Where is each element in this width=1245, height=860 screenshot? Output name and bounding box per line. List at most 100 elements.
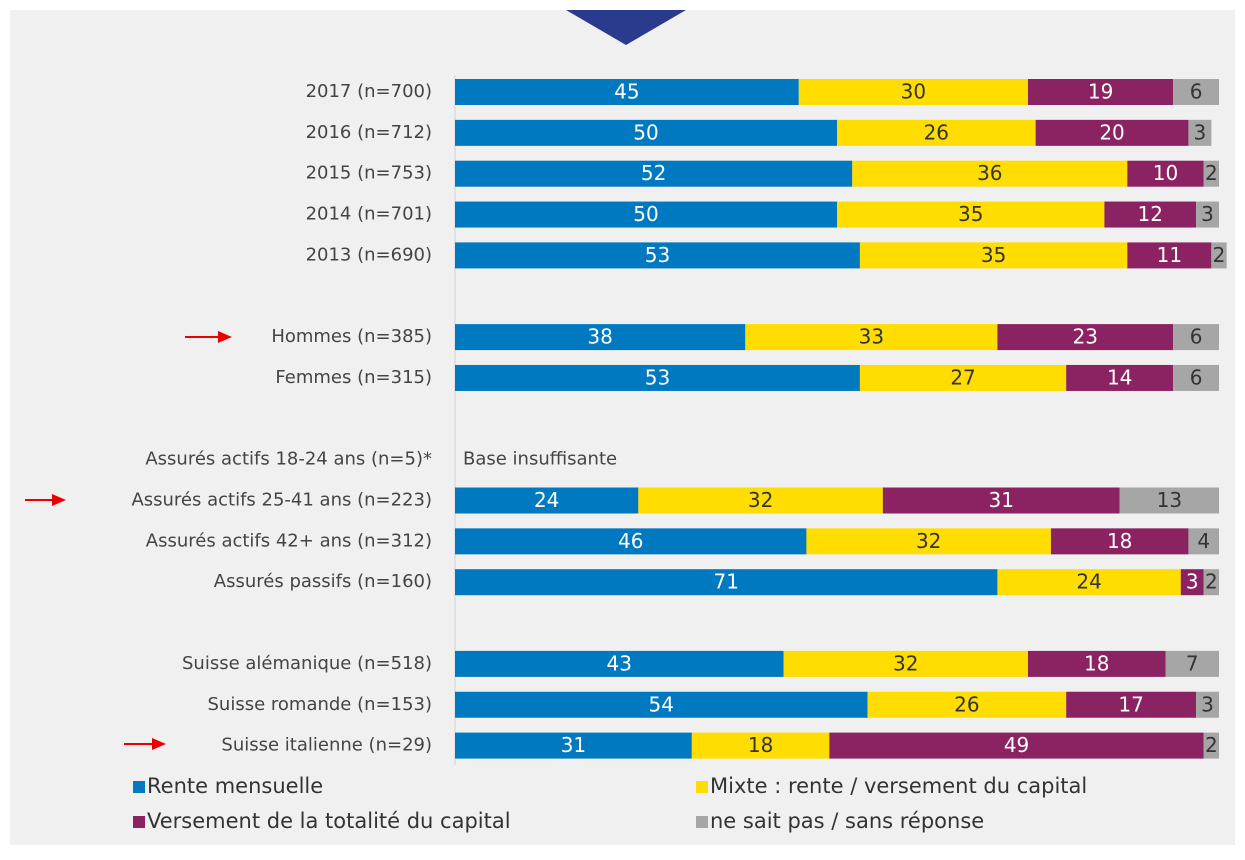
value-label: 32 xyxy=(916,529,941,553)
value-label: 6 xyxy=(1190,365,1203,389)
bar-segment xyxy=(455,242,860,269)
bar-segment xyxy=(1127,160,1204,187)
value-label: 36 xyxy=(977,161,1002,185)
category-label: Femmes (n=315) xyxy=(275,367,432,388)
value-label: 17 xyxy=(1118,692,1143,716)
value-label: 54 xyxy=(649,692,674,716)
value-label: 35 xyxy=(981,243,1006,267)
bar-segment xyxy=(455,201,837,228)
legend-swatch xyxy=(696,816,708,828)
value-label: 49 xyxy=(1004,733,1029,757)
value-label: 31 xyxy=(989,488,1014,512)
value-label: 53 xyxy=(645,243,670,267)
category-label: Suisse alémanique (n=518) xyxy=(182,653,432,674)
value-label: 18 xyxy=(1084,651,1109,675)
bar-segment xyxy=(455,324,746,351)
bar-segment xyxy=(1188,528,1219,555)
pointer-triangle xyxy=(566,10,686,45)
bar-segment xyxy=(455,364,860,391)
value-label: 19 xyxy=(1088,80,1113,104)
bar-segment xyxy=(852,160,1128,187)
bar-segment xyxy=(1203,732,1219,759)
value-label: 13 xyxy=(1157,488,1182,512)
bar-segment xyxy=(859,242,1128,269)
bar-segment xyxy=(1050,528,1189,555)
legend-label: Versement de la totalité du capital xyxy=(147,809,511,833)
bar-segment xyxy=(455,528,807,555)
value-label: 23 xyxy=(1073,325,1098,349)
value-label: 46 xyxy=(618,529,643,553)
value-label: 11 xyxy=(1157,243,1182,267)
category-label: Assurés passifs (n=160) xyxy=(214,571,432,592)
category-label: 2017 (n=700) xyxy=(306,81,432,102)
bar-segment xyxy=(1180,569,1204,596)
category-label: 2015 (n=753) xyxy=(306,163,432,184)
legend-label: Mixte : rente / versement du capital xyxy=(710,774,1087,798)
bar-segment xyxy=(455,569,998,596)
value-label: 26 xyxy=(954,692,979,716)
bar-segment xyxy=(1035,119,1189,146)
bar-segment xyxy=(1066,691,1197,718)
value-label: 38 xyxy=(587,325,612,349)
value-label: 20 xyxy=(1099,120,1124,144)
value-label: 3 xyxy=(1201,202,1214,226)
value-label: 31 xyxy=(561,733,586,757)
value-label: 27 xyxy=(950,365,975,389)
category-label: Assurés actifs 18-24 ans (n=5)* xyxy=(145,449,432,470)
bar-segment xyxy=(455,487,639,514)
value-label: 10 xyxy=(1153,161,1178,185)
bar-segment xyxy=(1028,79,1174,105)
bar-segment xyxy=(1188,119,1212,146)
bar-segment xyxy=(1119,487,1219,514)
bar-segment xyxy=(1104,201,1197,228)
value-label: 3 xyxy=(1201,692,1214,716)
legend-swatch xyxy=(696,781,708,793)
legend-swatch xyxy=(133,816,145,828)
bar-segment xyxy=(455,691,868,718)
bar-segment xyxy=(997,569,1181,596)
bar-segment xyxy=(455,732,692,759)
value-label: 6 xyxy=(1190,80,1203,104)
value-label: 2 xyxy=(1213,243,1226,267)
value-label: 50 xyxy=(633,120,658,144)
value-label: 24 xyxy=(1076,570,1101,594)
value-label: 2 xyxy=(1205,570,1218,594)
category-label: 2014 (n=701) xyxy=(306,204,432,225)
value-label: 30 xyxy=(901,80,926,104)
value-label: 7 xyxy=(1186,651,1199,675)
value-label: 4 xyxy=(1197,529,1210,553)
legend-swatch xyxy=(133,781,145,793)
bar-segment xyxy=(455,160,853,187)
bar-segment xyxy=(997,324,1174,351)
legend-label: ne sait pas / sans réponse xyxy=(710,809,984,833)
arrow xyxy=(25,494,66,506)
bar-segment xyxy=(837,201,1105,228)
legend-label: Rente mensuelle xyxy=(147,774,323,798)
bar-segment xyxy=(798,79,1028,105)
value-label: 2 xyxy=(1205,733,1218,757)
value-label: 24 xyxy=(534,488,559,512)
bar-segment xyxy=(829,732,1204,759)
bar-segment xyxy=(806,528,1051,555)
bar-segment xyxy=(837,119,1036,146)
value-label: 32 xyxy=(748,488,773,512)
value-label: 12 xyxy=(1138,202,1163,226)
value-label: 71 xyxy=(713,570,738,594)
value-label: 52 xyxy=(641,161,666,185)
bar-segment xyxy=(1203,569,1219,596)
bar-segment xyxy=(1211,242,1227,269)
value-label: 3 xyxy=(1186,570,1199,594)
value-label: 3 xyxy=(1194,120,1207,144)
bar-segment xyxy=(867,691,1067,718)
bar-segment xyxy=(1203,160,1219,187)
category-label: Assurés actifs 25-41 ans (n=223) xyxy=(131,490,432,511)
value-label: 50 xyxy=(633,202,658,226)
value-label: 14 xyxy=(1107,365,1132,389)
value-label: 45 xyxy=(614,80,639,104)
bar-segment xyxy=(1165,650,1219,677)
bar-segment xyxy=(783,650,1028,677)
category-label: Hommes (n=385) xyxy=(271,326,432,347)
value-label: 26 xyxy=(924,120,949,144)
bar-segment xyxy=(1173,364,1219,391)
